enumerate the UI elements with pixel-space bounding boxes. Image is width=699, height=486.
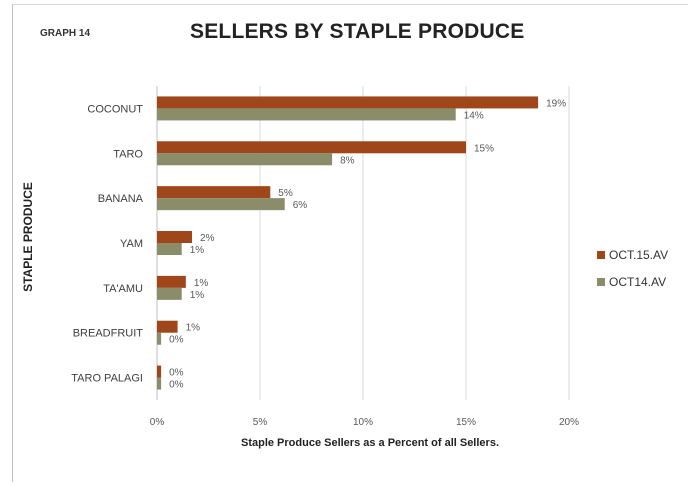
bar-oct14: [157, 243, 182, 255]
data-label: 2%: [200, 233, 215, 244]
legend-swatch-series-1: [597, 251, 605, 259]
category-label: BREADFRUIT: [73, 328, 144, 340]
chart-title: SELLERS BY STAPLE PRODUCE: [190, 20, 525, 43]
bar-oct15: [157, 231, 193, 243]
data-label: 1%: [190, 245, 205, 256]
data-label: 0%: [169, 335, 184, 346]
data-label: 15%: [474, 143, 494, 154]
data-label: 1%: [194, 278, 209, 289]
data-label: 0%: [169, 368, 184, 379]
category-label: YAM: [120, 238, 143, 250]
bar-oct15: [157, 320, 178, 333]
legend-swatch-series-2: [597, 278, 605, 286]
x-tick-label: 0%: [150, 417, 165, 428]
data-label: 6%: [293, 200, 308, 211]
data-label: 1%: [190, 290, 205, 301]
x-tick-label: 20%: [559, 417, 579, 428]
data-label: 1%: [186, 323, 201, 334]
bar-oct14: [157, 377, 162, 390]
bar-oct15: [157, 141, 466, 154]
bar-oct14: [157, 153, 333, 166]
bar-oct14: [157, 287, 182, 300]
x-tick-label: 15%: [456, 417, 476, 428]
data-label: 8%: [340, 155, 355, 166]
bar-oct15: [157, 96, 539, 109]
x-tick-label: 5%: [253, 417, 268, 428]
bar-oct15: [157, 365, 162, 378]
legend-item-series-1: OCT.15.AV: [597, 248, 668, 262]
data-label: 14%: [464, 110, 484, 121]
bar-oct14: [157, 108, 456, 121]
legend: OCT.15.AV OCT14.AV: [597, 248, 668, 302]
x-tick-label: 10%: [353, 417, 373, 428]
legend-label-series-1: OCT.15.AV: [609, 248, 669, 262]
legend-label-series-2: OCT14.AV: [609, 275, 667, 289]
x-axis-label: Staple Produce Sellers as a Percent of a…: [240, 437, 499, 449]
data-label: 0%: [169, 380, 184, 391]
category-label: COCONUT: [87, 103, 143, 115]
bar-oct15: [157, 275, 186, 288]
bar-oct14: [157, 332, 162, 345]
category-label: BANANA: [98, 193, 144, 205]
bar-oct15: [157, 186, 271, 199]
data-label: 19%: [546, 98, 566, 109]
category-label: TARO PALAGI: [71, 373, 143, 385]
data-label: 5%: [278, 188, 293, 199]
graph-number: GRAPH 14: [40, 28, 91, 39]
chart-frame: [12, 4, 688, 482]
category-label: TARO: [113, 148, 143, 160]
legend-item-series-2: OCT14.AV: [597, 275, 668, 289]
category-label: TA'AMU: [103, 283, 143, 295]
bar-oct14: [157, 198, 285, 211]
